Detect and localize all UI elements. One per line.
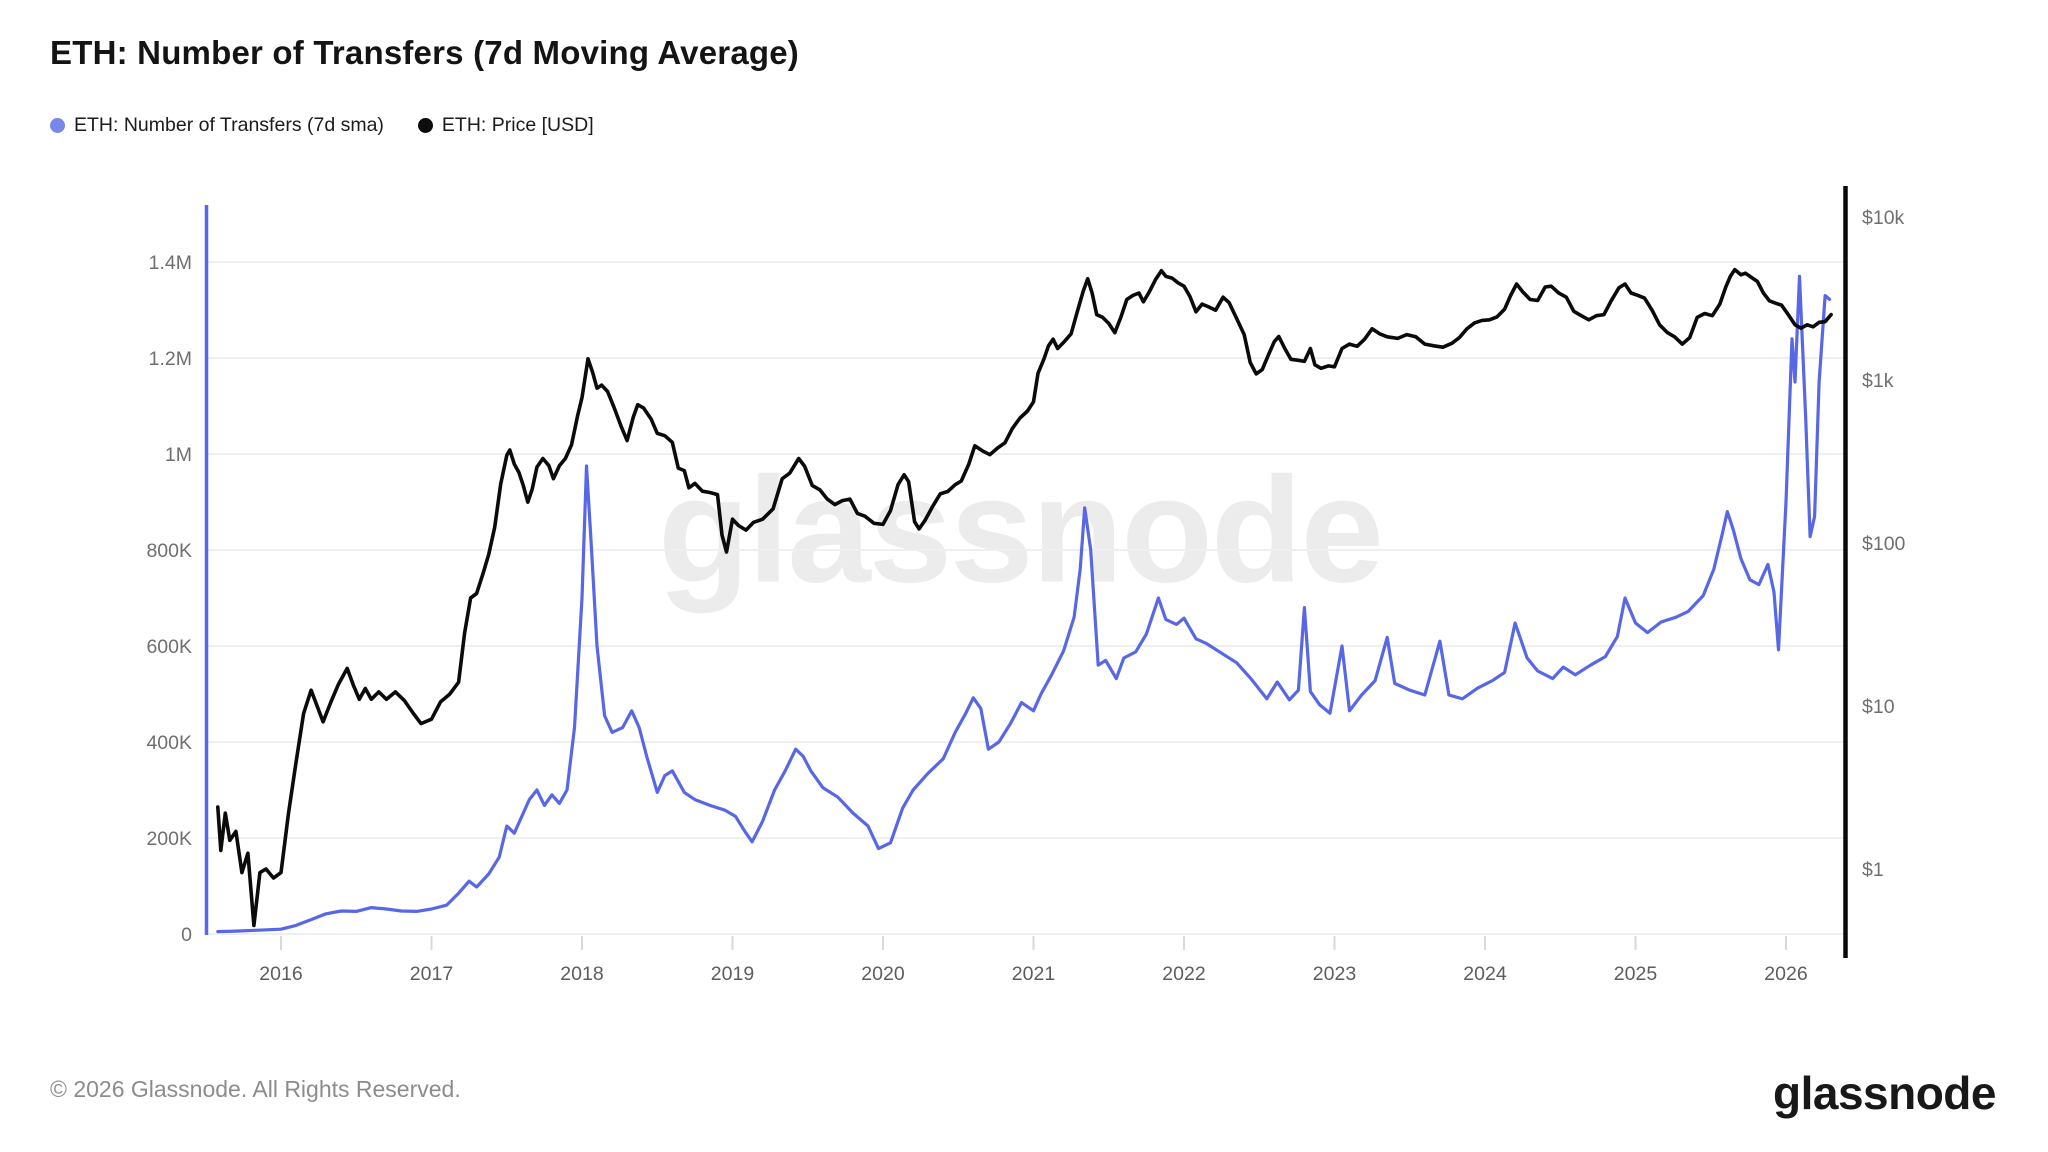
x-axis-tick-label: 2016	[259, 963, 302, 985]
series-line-price	[216, 267, 1833, 928]
left-axis-tick-label: 1.2M	[149, 348, 192, 370]
glassnode-logo: glassnode	[1772, 1067, 1997, 1119]
transfers-series-dot-icon	[50, 118, 65, 133]
x-axis-tick-label: 2017	[410, 963, 453, 985]
x-axis-tick-label: 2018	[560, 963, 603, 985]
legend: ETH: Number of Transfers (7d sma) ETH: P…	[50, 114, 594, 137]
x-axis-tick-label: 2023	[1313, 963, 1356, 985]
right-axis-tick-label: $1	[1862, 859, 1884, 881]
glassnode-watermark: glassnode	[658, 445, 1384, 614]
x-axis-tick-label: 2021	[1012, 963, 1055, 985]
x-axis-tick-label: 2025	[1614, 963, 1658, 985]
right-axis-tick-label: $1k	[1862, 370, 1894, 392]
right-axis-tick-label: $10	[1862, 696, 1895, 718]
legend-label-transfers: ETH: Number of Transfers (7d sma)	[74, 114, 384, 136]
x-axis-tick-label: 2019	[711, 963, 754, 985]
legend-item-transfers[interactable]: ETH: Number of Transfers (7d sma)	[50, 114, 384, 137]
left-axis-tick-label: 0	[181, 924, 192, 946]
legend-item-price[interactable]: ETH: Price [USD]	[417, 114, 594, 137]
left-axis-tick-label: 600K	[146, 636, 192, 658]
x-axis-tick-label: 2026	[1764, 963, 1807, 985]
right-axis-tick-label: $10k	[1862, 207, 1905, 229]
copyright-text: © 2026 Glassnode. All Rights Reserved.	[50, 1076, 461, 1102]
left-axis-tick-label: 400K	[146, 732, 192, 754]
series-line-transfers	[216, 274, 1832, 934]
legend-label-price: ETH: Price [USD]	[441, 114, 594, 136]
x-axis-tick-label: 2022	[1162, 963, 1205, 985]
left-axis-tick-label: 200K	[146, 828, 192, 850]
price-series-dot-icon	[417, 118, 433, 133]
x-axis-tick-label: 2020	[861, 963, 905, 985]
left-axis-tick-label: 1M	[165, 444, 192, 466]
left-axis-tick-label: 1.4M	[149, 252, 192, 274]
left-axis-tick-label: 800K	[146, 540, 192, 562]
x-axis-tick-label: 2024	[1463, 963, 1507, 985]
page-title: ETH: Number of Transfers (7d Moving Aver…	[50, 34, 799, 71]
right-axis-tick-label: $100	[1862, 533, 1906, 555]
